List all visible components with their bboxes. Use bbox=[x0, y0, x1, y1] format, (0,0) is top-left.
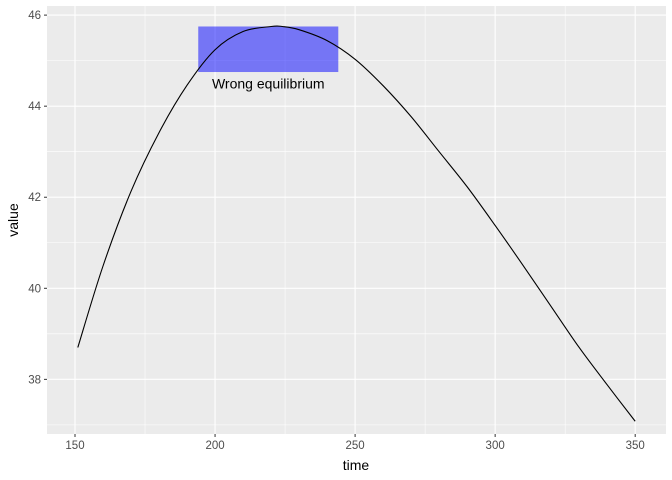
x-tick-label: 300 bbox=[486, 440, 505, 452]
series-line bbox=[77, 25, 636, 422]
annotation-layer bbox=[198, 26, 339, 73]
x-tick-label: 150 bbox=[65, 440, 84, 452]
annotation-rectangle bbox=[198, 26, 339, 73]
y-tick-label: 46 bbox=[28, 10, 41, 22]
x-axis-title: time bbox=[343, 457, 370, 473]
y-tick-label: 42 bbox=[28, 192, 41, 204]
x-tick-label: 250 bbox=[346, 440, 365, 452]
x-tick-label: 350 bbox=[626, 440, 645, 452]
y-tick-label: 38 bbox=[28, 374, 41, 386]
plot-panel bbox=[47, 6, 666, 434]
x-tick-label: 200 bbox=[205, 440, 224, 452]
y-axis: 38 40 42 44 46 bbox=[28, 10, 47, 386]
x-axis: 150 200 250 300 350 bbox=[65, 434, 645, 452]
y-tick-label: 40 bbox=[28, 283, 41, 295]
y-tick-label: 44 bbox=[28, 101, 41, 113]
y-axis-title: value bbox=[5, 203, 21, 237]
major-gridlines bbox=[47, 6, 666, 434]
annotation-label: Wrong equilibrium bbox=[212, 75, 325, 91]
